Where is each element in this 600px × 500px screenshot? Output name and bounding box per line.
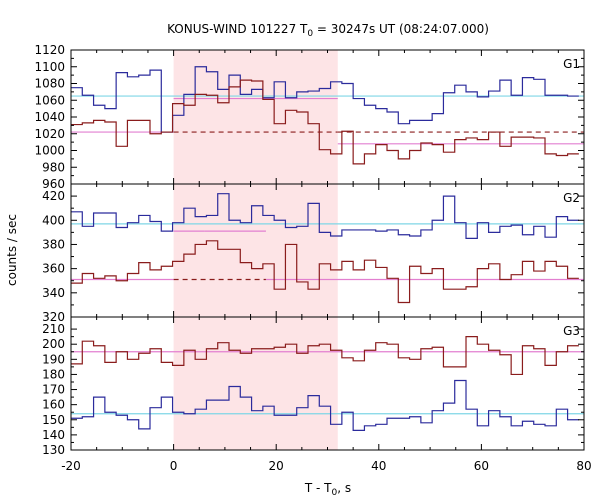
g2-series-blue <box>71 193 579 240</box>
x-tick-label: 60 <box>474 459 489 473</box>
y-axis-label: counts / sec <box>5 214 19 286</box>
g3-y-tick-label: 170 <box>42 383 65 397</box>
g1-y-tick-label: 1060 <box>34 93 65 107</box>
g3-y-tick-label: 140 <box>42 428 65 442</box>
g2-panel-label: G2 <box>563 191 580 205</box>
g1-y-tick-label: 1080 <box>34 77 65 91</box>
g3-y-tick-label: 130 <box>42 443 65 457</box>
g1-y-tick-label: 1020 <box>34 127 65 141</box>
g3-y-tick-label: 160 <box>42 398 65 412</box>
g3-series-blue <box>71 379 579 431</box>
g3-y-tick-label: 190 <box>42 352 65 366</box>
chart-title-prefix: KONUS-WIND 101227 T <box>167 22 308 36</box>
g1-panel-label: G1 <box>563 57 580 71</box>
chart-title-sub: 0 <box>307 29 313 39</box>
x-tick-label: -20 <box>61 459 81 473</box>
g1-series-blue <box>71 66 579 133</box>
g3-series-red <box>71 336 579 376</box>
g2-y-tick-label: 340 <box>42 286 65 300</box>
g2-y-tick-label: 360 <box>42 262 65 276</box>
x-axis-label: T - T0, s <box>304 481 351 498</box>
g3-y-tick-label: 200 <box>42 337 65 351</box>
g2-series-red <box>71 240 579 304</box>
g1-series-red <box>71 79 579 165</box>
burst-interval-shade <box>173 50 338 450</box>
chart-title-suffix: = 30247s UT (08:24:07.000) <box>313 22 489 36</box>
x-tick-label: 20 <box>269 459 284 473</box>
g3-panel-label: G3 <box>563 324 580 338</box>
x-tick-label: 80 <box>576 459 591 473</box>
g3-y-tick-label: 210 <box>42 322 65 336</box>
chart-title: KONUS-WIND 101227 T0 = 30247s UT (08:24:… <box>167 22 489 39</box>
g2-y-tick-label: 380 <box>42 237 65 251</box>
g1-y-tick-label: 980 <box>42 160 65 174</box>
g3-y-tick-label: 180 <box>42 367 65 381</box>
g2-y-tick-label: 320 <box>42 310 65 324</box>
g1-y-tick-label: 1040 <box>34 110 65 124</box>
plot-layer: 960 980 1000 1020 1040 1060 1080 1100 1120 G1 320 3… <box>34 43 591 473</box>
g1-y-tick-label: 1000 <box>34 144 65 158</box>
g1-y-tick-label: 960 <box>42 177 65 191</box>
g3-y-tick-label: 150 <box>42 413 65 427</box>
x-tick-label: 0 <box>170 459 178 473</box>
g2-y-tick-label: 420 <box>42 189 65 203</box>
g2-y-tick-label: 400 <box>42 213 65 227</box>
g1-y-tick-label: 1120 <box>34 43 65 57</box>
x-tick-label: 40 <box>371 459 386 473</box>
g1-y-tick-label: 1100 <box>34 60 65 74</box>
